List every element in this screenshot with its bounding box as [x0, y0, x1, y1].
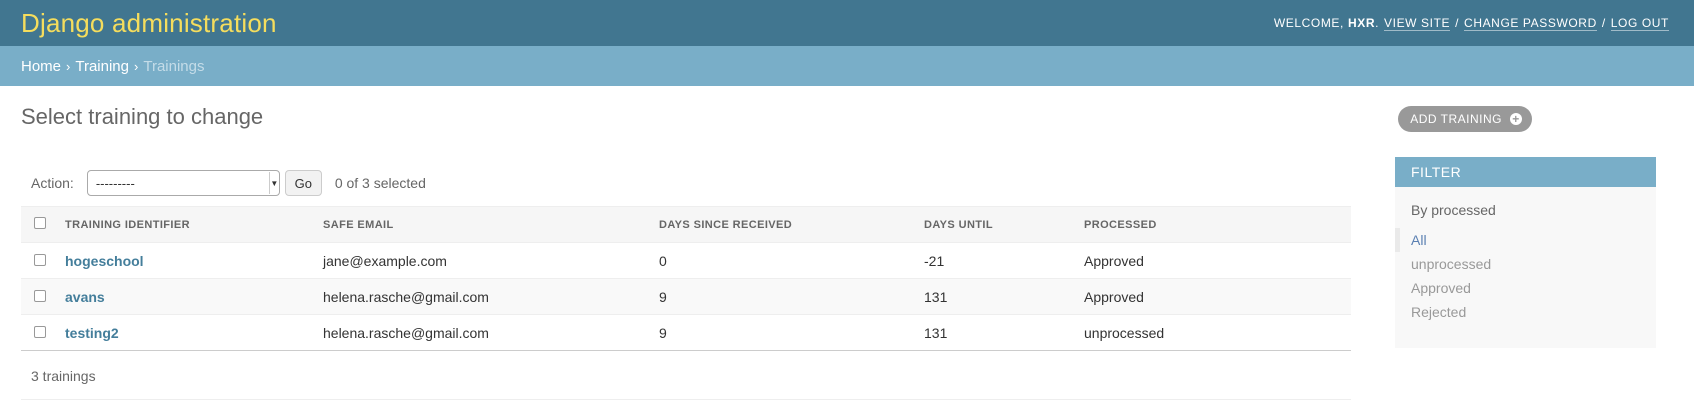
days-until-cell: 131	[924, 314, 1084, 351]
breadcrumb-home[interactable]: Home	[21, 57, 62, 75]
days-until-cell: -21	[924, 242, 1084, 279]
plus-icon: +	[1510, 113, 1522, 125]
separator: /	[1455, 16, 1460, 30]
filter-option-rejected[interactable]: Rejected	[1411, 304, 1467, 320]
breadcrumb-current: Trainings	[143, 57, 205, 75]
row-checkbox[interactable]	[34, 325, 46, 338]
days-since-cell: 9	[659, 278, 924, 315]
welcome-text: Welcome,	[1273, 16, 1344, 30]
row-checkbox[interactable]	[34, 253, 46, 266]
username: HXR	[1347, 16, 1376, 30]
breadcrumb-separator: ›	[134, 58, 139, 74]
filter-title: FILTER	[1395, 157, 1656, 187]
column-header-email[interactable]: SAFE EMAIL	[323, 206, 659, 243]
site-header: Django administration Welcome, HXR. View…	[0, 0, 1694, 46]
training-link[interactable]: hogeschool	[65, 252, 144, 269]
separator: /	[1601, 16, 1606, 30]
paginator: 3 trainings	[21, 352, 1351, 400]
selection-count: 0 of 3 selected	[334, 175, 426, 191]
site-branding[interactable]: Django administration	[21, 7, 277, 38]
email-cell: helena.rasche@gmail.com	[323, 314, 659, 351]
column-header-processed[interactable]: PROCESSED	[1084, 206, 1351, 243]
column-header-days-until[interactable]: DAYS UNTIL	[924, 206, 1084, 243]
user-tools: Welcome, HXR. View site / Change passwor…	[1273, 15, 1669, 31]
column-header-days-since[interactable]: DAYS SINCE RECEIVED	[659, 206, 924, 243]
chevron-down-icon: ▼	[268, 172, 279, 194]
select-all-checkbox[interactable]	[34, 217, 46, 229]
breadcrumb: Home › Training › Trainings	[0, 46, 1694, 86]
add-training-button[interactable]: ADD TRAINING +	[1398, 106, 1532, 132]
table-header-row: TRAINING IDENTIFIER SAFE EMAIL DAYS SINC…	[21, 206, 1351, 243]
breadcrumb-training[interactable]: Training	[75, 57, 129, 75]
processed-cell: unprocessed	[1084, 314, 1351, 351]
change-password-link[interactable]: Change password	[1464, 15, 1597, 31]
email-cell: helena.rasche@gmail.com	[323, 278, 659, 315]
go-button[interactable]: Go	[284, 170, 322, 196]
table-row: avans helena.rasche@gmail.com 9 131 Appr…	[21, 278, 1351, 315]
filter-section-title: By processed	[1411, 202, 1496, 218]
results-table: TRAINING IDENTIFIER SAFE EMAIL DAYS SINC…	[21, 206, 1351, 351]
training-link[interactable]: avans	[65, 288, 105, 305]
page-title: Select training to change	[21, 104, 264, 129]
action-select[interactable]: --------- ▼	[86, 170, 280, 196]
filter-option-unprocessed[interactable]: unprocessed	[1411, 256, 1492, 272]
filter-panel: FILTER By processed All unprocessed Appr…	[1395, 157, 1656, 348]
action-select-value: ---------	[95, 175, 135, 191]
breadcrumb-separator: ›	[66, 58, 71, 74]
email-cell: jane@example.com	[323, 242, 659, 279]
days-since-cell: 0	[659, 242, 924, 279]
processed-cell: Approved	[1084, 242, 1351, 279]
filter-options: All unprocessed Approved Rejected	[1395, 218, 1656, 324]
add-training-label: ADD TRAINING	[1410, 112, 1502, 126]
row-checkbox[interactable]	[34, 289, 46, 302]
view-site-link[interactable]: View site	[1384, 15, 1451, 31]
actions-bar: Action: --------- ▼ Go 0 of 3 selected	[21, 170, 426, 196]
training-link[interactable]: testing2	[65, 324, 119, 341]
processed-cell: Approved	[1084, 278, 1351, 315]
table-row: testing2 helena.rasche@gmail.com 9 131 u…	[21, 314, 1351, 351]
filter-option-all[interactable]: All	[1395, 228, 1656, 252]
action-label: Action:	[31, 175, 74, 191]
column-header-identifier[interactable]: TRAINING IDENTIFIER	[65, 206, 323, 243]
table-row: hogeschool jane@example.com 0 -21 Approv…	[21, 242, 1351, 279]
days-until-cell: 131	[924, 278, 1084, 315]
filter-option-approved[interactable]: Approved	[1411, 280, 1471, 296]
days-since-cell: 9	[659, 314, 924, 351]
select-all-cell	[21, 206, 65, 243]
log-out-link[interactable]: Log out	[1610, 15, 1669, 31]
